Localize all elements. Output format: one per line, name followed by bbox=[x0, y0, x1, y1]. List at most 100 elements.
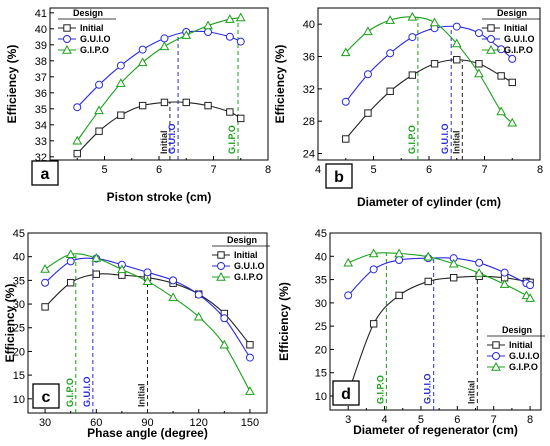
x-tick-label: 6 bbox=[426, 164, 432, 176]
y-axis-title: Efficiency (%) bbox=[3, 284, 17, 363]
legend-marker bbox=[63, 24, 71, 32]
y-tick-label: 40 bbox=[35, 24, 47, 36]
data-point bbox=[73, 103, 82, 112]
data-point bbox=[395, 256, 404, 265]
data-point bbox=[344, 291, 353, 300]
y-tick-label: 41 bbox=[35, 8, 47, 20]
data-point bbox=[475, 60, 483, 68]
legend-label: G.I.P.O bbox=[234, 272, 263, 282]
annotation-label: Initial bbox=[451, 130, 461, 154]
y-tick-label: 30 bbox=[315, 298, 327, 310]
legend-title: Design bbox=[497, 8, 527, 18]
data-point bbox=[369, 320, 378, 328]
data-point bbox=[451, 38, 462, 48]
x-tick-label: 150 bbox=[241, 417, 259, 429]
data-point bbox=[245, 353, 254, 362]
y-tick-label: 35 bbox=[35, 104, 47, 116]
x-tick-label: 8 bbox=[265, 164, 271, 176]
data-point bbox=[448, 258, 459, 268]
y-tick-label: 39 bbox=[35, 40, 47, 52]
data-point bbox=[386, 49, 395, 58]
legend-label: G.U.I.O bbox=[80, 34, 111, 44]
data-point bbox=[475, 258, 484, 267]
legend-marker bbox=[63, 35, 71, 43]
data-point bbox=[368, 248, 379, 258]
panel-label: d bbox=[341, 386, 351, 403]
data-point bbox=[160, 98, 169, 107]
data-point bbox=[407, 11, 418, 21]
data-point bbox=[340, 47, 351, 57]
data-point bbox=[225, 14, 235, 23]
legend-marker bbox=[217, 262, 225, 270]
legend-marker bbox=[217, 251, 225, 259]
data-point bbox=[235, 12, 246, 22]
data-point bbox=[116, 78, 126, 87]
data-point bbox=[203, 20, 213, 30]
y-axis-title: Efficiency (%) bbox=[273, 45, 287, 124]
legend-title: Design bbox=[227, 235, 257, 245]
series-gipo bbox=[40, 249, 255, 395]
annotation-label: G.U.I.O bbox=[423, 373, 433, 404]
panel-badge bbox=[325, 163, 353, 189]
data-point bbox=[364, 109, 372, 117]
data-point bbox=[226, 108, 234, 116]
x-tick-label: 7 bbox=[491, 414, 497, 426]
data-point bbox=[408, 71, 417, 79]
x-tick-label: 60 bbox=[90, 417, 102, 429]
legend-marker bbox=[487, 24, 495, 32]
panel-label: c bbox=[42, 389, 51, 406]
annotation-label: Initial bbox=[159, 130, 169, 154]
data-point bbox=[66, 279, 75, 287]
legend-marker bbox=[487, 35, 495, 43]
series-gipo bbox=[343, 248, 535, 302]
series-initial bbox=[342, 56, 516, 143]
y-tick-label: 38 bbox=[35, 56, 47, 68]
data-point bbox=[499, 279, 510, 288]
data-point bbox=[526, 281, 535, 290]
data-point bbox=[204, 101, 212, 110]
legend-marker bbox=[486, 44, 496, 54]
data-point bbox=[41, 303, 49, 311]
y-tick-label: 20 bbox=[315, 344, 327, 356]
data-point bbox=[66, 257, 75, 266]
y-tick-label: 25 bbox=[13, 323, 25, 335]
y-tick-label: 10 bbox=[315, 391, 327, 403]
data-point bbox=[508, 54, 517, 63]
data-point bbox=[497, 45, 506, 54]
legend-label: Initial bbox=[234, 250, 258, 260]
y-tick-label: 20 bbox=[13, 346, 25, 358]
x-tick-label: 3 bbox=[345, 414, 351, 426]
annotation-label: G.I.P.O bbox=[407, 125, 417, 154]
x-axis-title: Piston stroke (cm) bbox=[107, 190, 212, 204]
y-tick-label: 34 bbox=[35, 120, 47, 132]
panel-badge bbox=[332, 380, 360, 406]
data-point bbox=[142, 276, 153, 286]
annotation-label: G.U.I.O bbox=[440, 123, 450, 154]
legend-marker bbox=[216, 271, 226, 281]
legend-label: G.U.I.O bbox=[504, 34, 535, 44]
data-point bbox=[423, 251, 434, 261]
x-axis-title: Diameter of regenerator (cm) bbox=[353, 423, 518, 437]
data-point bbox=[342, 135, 350, 143]
y-axis-title: Efficiency (%) bbox=[277, 282, 291, 361]
data-point bbox=[363, 26, 373, 36]
data-point bbox=[116, 61, 125, 70]
panel-label: b bbox=[334, 169, 344, 186]
legend-label: G.I.P.O bbox=[509, 362, 538, 372]
data-point bbox=[474, 68, 484, 78]
chart-panel-a: 4567832333435363738394041Efficiency (%)P… bbox=[5, 7, 271, 204]
y-tick-label: 36 bbox=[35, 88, 47, 100]
plot-frame bbox=[329, 232, 542, 411]
y-tick-label: 24 bbox=[303, 149, 315, 161]
legend-label: G.U.I.O bbox=[234, 261, 265, 271]
x-tick-label: 4 bbox=[315, 164, 321, 176]
annotation-label: G.I.P.O bbox=[375, 375, 385, 404]
series-guio bbox=[341, 22, 517, 106]
legend-label: G.U.I.O bbox=[509, 351, 540, 361]
y-tick-label: 40 bbox=[303, 19, 315, 31]
data-point bbox=[72, 135, 83, 145]
x-tick-label: 120 bbox=[190, 417, 208, 429]
y-tick-label: 15 bbox=[13, 370, 25, 382]
